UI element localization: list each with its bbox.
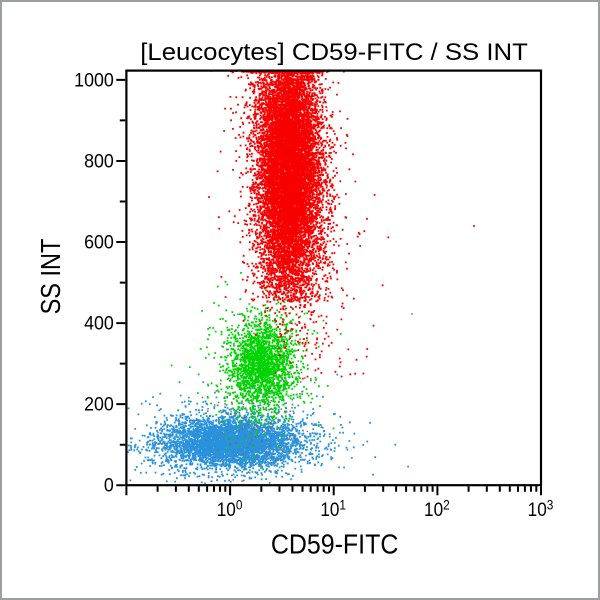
svg-text:600: 600 bbox=[84, 231, 114, 253]
svg-text:[Leucocytes] CD59-FITC / SS IN: [Leucocytes] CD59-FITC / SS INT bbox=[140, 39, 528, 66]
svg-text:0: 0 bbox=[104, 474, 114, 496]
svg-text:400: 400 bbox=[84, 312, 114, 334]
svg-text:1000: 1000 bbox=[74, 68, 114, 90]
svg-text:CD59-FITC: CD59-FITC bbox=[271, 528, 399, 559]
svg-text:200: 200 bbox=[84, 393, 114, 415]
svg-text:800: 800 bbox=[84, 150, 114, 172]
svg-text:SS INT: SS INT bbox=[36, 238, 66, 314]
